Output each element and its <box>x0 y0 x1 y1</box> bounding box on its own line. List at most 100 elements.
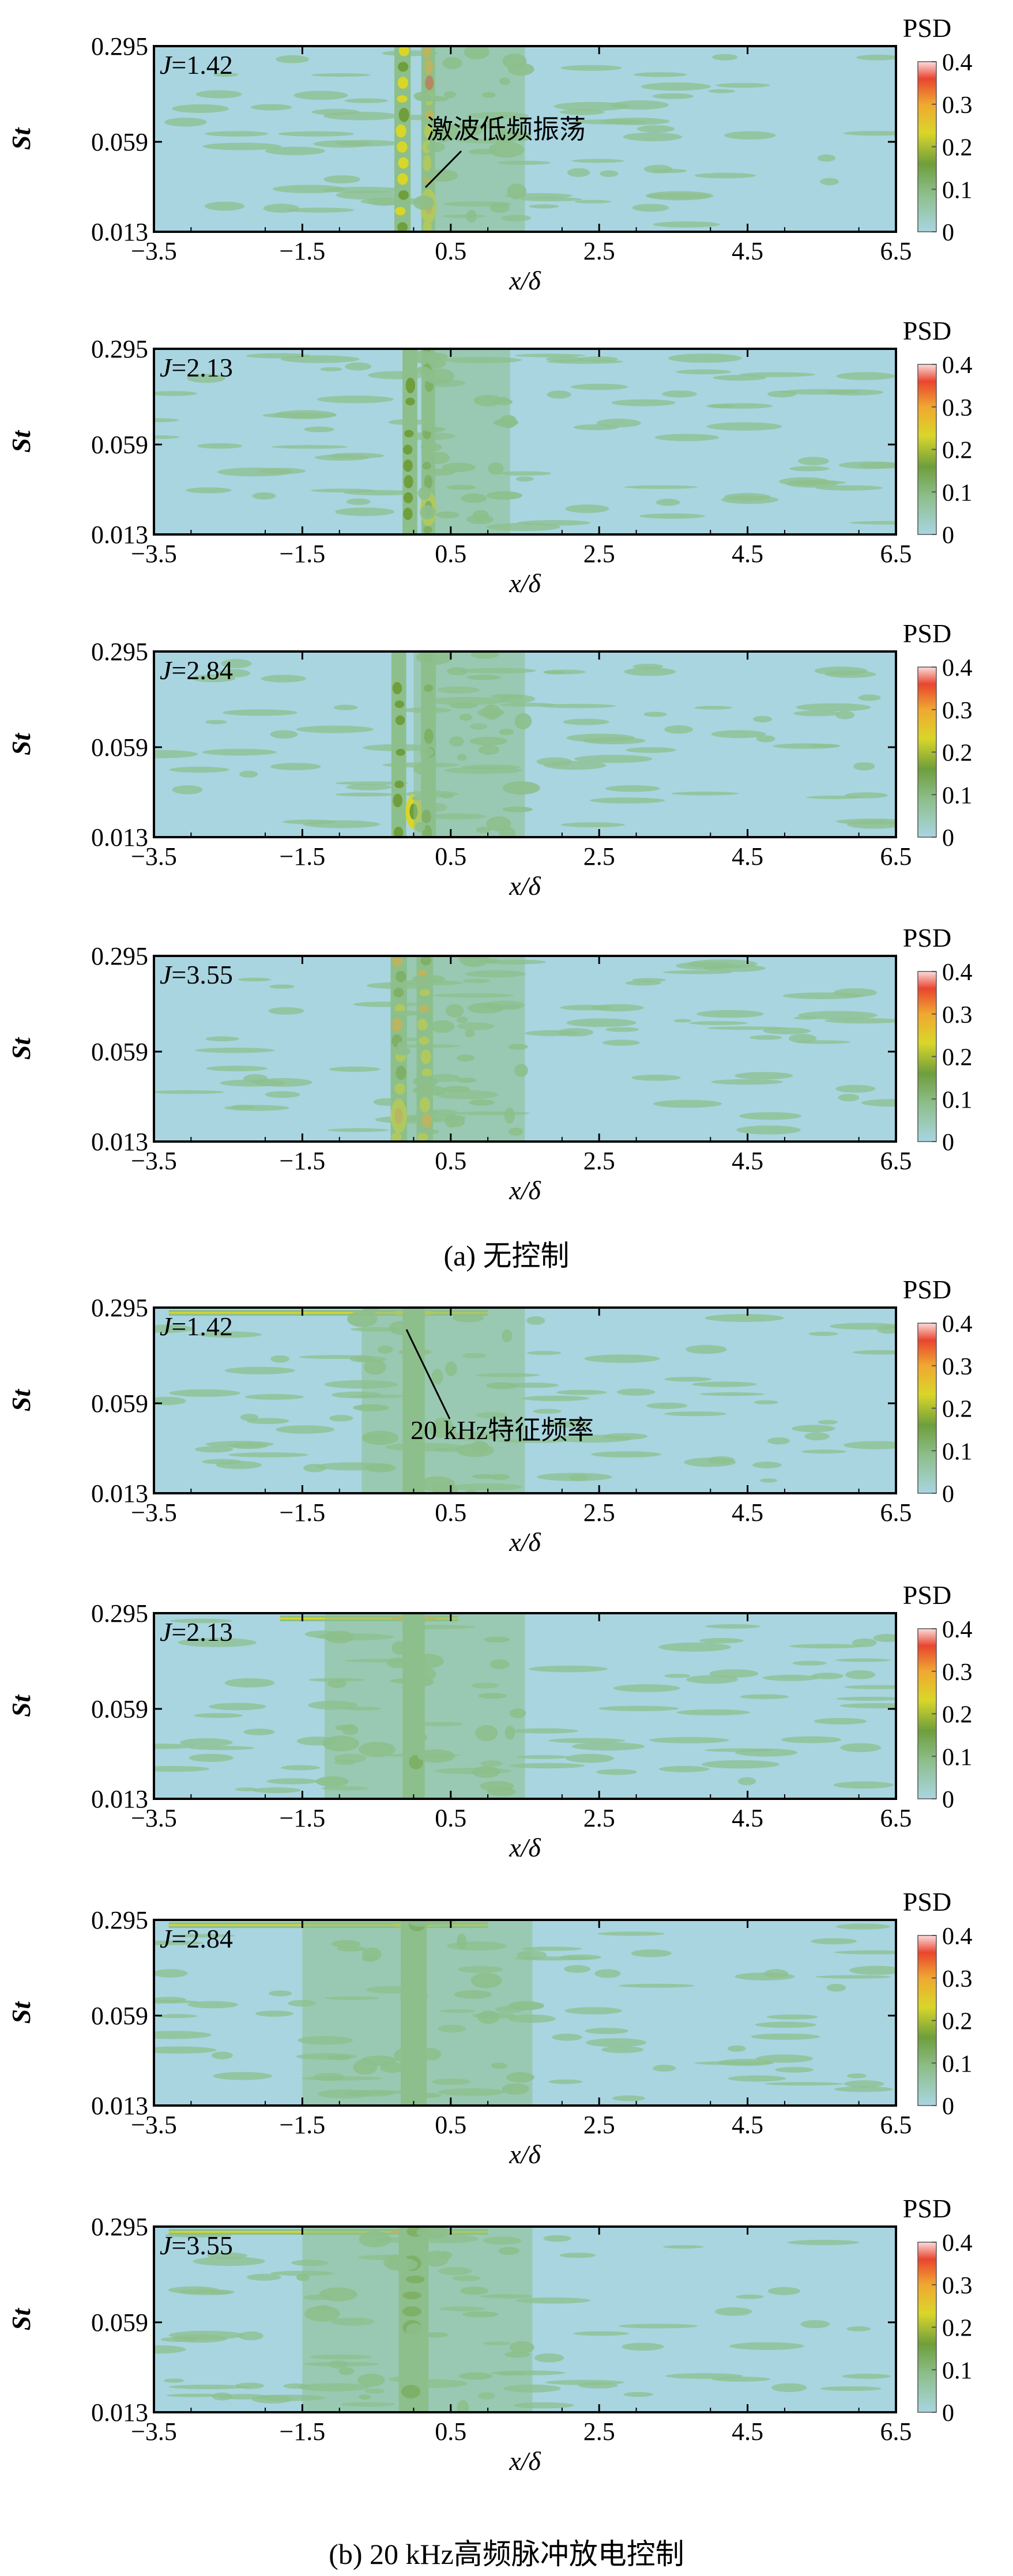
psd-blob <box>834 2086 894 2092</box>
y-tick-label: 0.295 <box>91 942 148 970</box>
psd-blob <box>429 451 450 464</box>
psd-blob <box>211 2051 233 2059</box>
colorbar-label: PSD <box>903 1580 951 1610</box>
colorbar-tick-label: 0.3 <box>942 2273 973 2299</box>
psd-blob <box>560 65 622 71</box>
psd-wake <box>361 1308 525 1493</box>
param-symbol: J <box>160 2231 173 2260</box>
colorbar-label: PSD <box>903 316 951 345</box>
psd-blob <box>469 1099 495 1106</box>
psd-cell <box>394 781 404 788</box>
psd-blob <box>303 820 381 828</box>
colorbar-label: PSD <box>903 1887 951 1916</box>
psd-blob <box>281 1765 321 1771</box>
psd-blob <box>788 1034 817 1044</box>
psd-blob <box>662 970 733 974</box>
colorbar-tick-label: 0 <box>942 522 954 549</box>
psd-cell <box>403 445 413 455</box>
colorbar-tick-label: 0.1 <box>942 782 973 809</box>
psd-blob <box>545 356 583 362</box>
psd-blob <box>361 1954 378 1962</box>
psd-blob <box>154 435 180 439</box>
psd-blob <box>304 2306 340 2322</box>
psd-blob <box>522 1946 582 1951</box>
plot-frame <box>153 45 897 233</box>
psd-blob <box>843 131 896 136</box>
colorbar-tick-label: 0.2 <box>942 1045 973 1071</box>
psd-blob <box>654 434 720 442</box>
psd-blob <box>469 736 507 745</box>
psd-blob <box>507 63 534 76</box>
psd-blob <box>856 54 896 61</box>
psd-blob <box>327 1128 389 1132</box>
psd-wake <box>391 956 525 1142</box>
x-tick-label: 0.5 <box>435 2417 466 2446</box>
psd-blob <box>622 2342 664 2351</box>
psd-blob <box>565 504 609 513</box>
psd-blob <box>445 1361 457 1376</box>
psd-blob <box>329 1066 381 1072</box>
x-tick-label: 4.5 <box>732 237 763 265</box>
psd-blob <box>508 2001 544 2010</box>
psd-blob <box>549 1421 590 1428</box>
y-axis-label: St <box>6 2308 36 2331</box>
psd-blob <box>486 816 511 831</box>
psd-blob <box>544 671 565 675</box>
x-tick-label: 2.5 <box>583 237 615 265</box>
psd-blob <box>611 399 676 406</box>
psd-blob <box>347 1311 378 1327</box>
psd-blob <box>484 1636 510 1643</box>
colorbar-tick-label: 0.3 <box>942 1966 973 1993</box>
psd-blob <box>601 2046 644 2054</box>
psd-blob <box>815 1975 891 1979</box>
y-tick-label: 0.295 <box>91 1599 148 1628</box>
psd-blob <box>721 495 779 504</box>
psd-blob <box>413 195 435 210</box>
psd-blob <box>773 743 840 749</box>
psd-blob <box>529 204 559 209</box>
x-tick-label: −3.5 <box>131 2417 177 2446</box>
x-axis-label: x/δ <box>509 1833 541 1862</box>
psd-cell <box>395 206 406 216</box>
chart-panel-3: −3.5 −1.5 0.5 2.5 4.5 6.5 0.295 0.059 0.013 x/δ St… <box>6 619 973 901</box>
y-tick-label: 0.059 <box>91 2002 148 2030</box>
psd-blob <box>423 427 446 432</box>
x-tick-label: −1.5 <box>279 2417 325 2446</box>
psd-blob <box>598 1705 679 1711</box>
psd-blob <box>346 784 392 790</box>
colorbar-tick-label: 0.3 <box>942 698 973 724</box>
psd-blob <box>205 1036 240 1042</box>
x-axis-label: x/δ <box>509 1176 541 1205</box>
psd-blob <box>467 675 501 680</box>
psd-blob <box>423 368 454 385</box>
x-tick-label: 6.5 <box>880 2111 912 2139</box>
psd-blob <box>460 2287 489 2295</box>
psd-blob <box>756 735 775 743</box>
psd-blob <box>752 1462 782 1468</box>
psd-blob <box>191 674 236 683</box>
psd-blob <box>504 1108 515 1124</box>
x-tick-label: −3.5 <box>131 2111 177 2139</box>
x-tick-label: 4.5 <box>732 540 763 568</box>
psd-blob <box>631 1949 672 1957</box>
psd-blob <box>228 1452 308 1458</box>
psd-blob <box>252 1787 301 1794</box>
colorbar-tick-label: 0 <box>942 1481 954 1508</box>
psd-blob <box>423 1920 456 1925</box>
psd-blob <box>633 72 687 77</box>
psd-blob <box>584 1354 660 1363</box>
psd-blob <box>736 2294 764 2299</box>
psd-blob <box>332 1940 361 1948</box>
psd-blob <box>694 706 732 710</box>
psd-blob <box>398 2239 412 2253</box>
psd-blob <box>852 1638 877 1647</box>
psd-blob <box>336 190 400 200</box>
psd-blob <box>653 1099 722 1108</box>
psd-blob <box>694 172 756 179</box>
y-tick-label: 0.295 <box>91 1294 148 1322</box>
psd-blob <box>763 1674 819 1681</box>
psd-blob <box>710 403 773 409</box>
psd-blob <box>789 466 830 472</box>
psd-blob <box>491 2062 507 2069</box>
